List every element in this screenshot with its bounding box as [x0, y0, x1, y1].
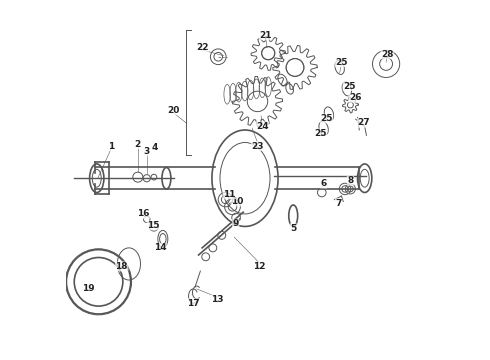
Text: 4: 4 [152, 143, 158, 152]
Text: 24: 24 [256, 122, 269, 131]
Text: 1: 1 [108, 141, 114, 150]
Text: 16: 16 [137, 210, 149, 219]
Text: 27: 27 [357, 118, 370, 127]
Text: 12: 12 [253, 262, 266, 271]
Text: 20: 20 [168, 106, 180, 115]
Text: 14: 14 [154, 243, 166, 252]
Text: 11: 11 [223, 190, 236, 199]
Text: 22: 22 [196, 43, 208, 52]
Text: 25: 25 [343, 82, 356, 91]
Text: 8: 8 [347, 176, 353, 185]
Text: 15: 15 [147, 221, 159, 230]
Text: 23: 23 [251, 141, 264, 150]
Text: 26: 26 [349, 93, 361, 102]
Text: 13: 13 [211, 295, 223, 304]
Text: 21: 21 [260, 31, 272, 40]
Text: 19: 19 [82, 284, 95, 293]
Text: 3: 3 [144, 147, 150, 156]
Text: 25: 25 [335, 58, 348, 67]
Text: 2: 2 [135, 140, 141, 149]
Text: 5: 5 [290, 224, 296, 233]
Text: 25: 25 [320, 114, 333, 123]
Text: 28: 28 [381, 50, 393, 59]
Text: 6: 6 [320, 179, 327, 188]
Text: 10: 10 [231, 197, 244, 206]
Text: 17: 17 [187, 299, 199, 308]
Text: 7: 7 [335, 199, 342, 208]
Text: 18: 18 [116, 262, 128, 271]
Text: 25: 25 [315, 129, 327, 138]
Text: 9: 9 [233, 219, 239, 228]
